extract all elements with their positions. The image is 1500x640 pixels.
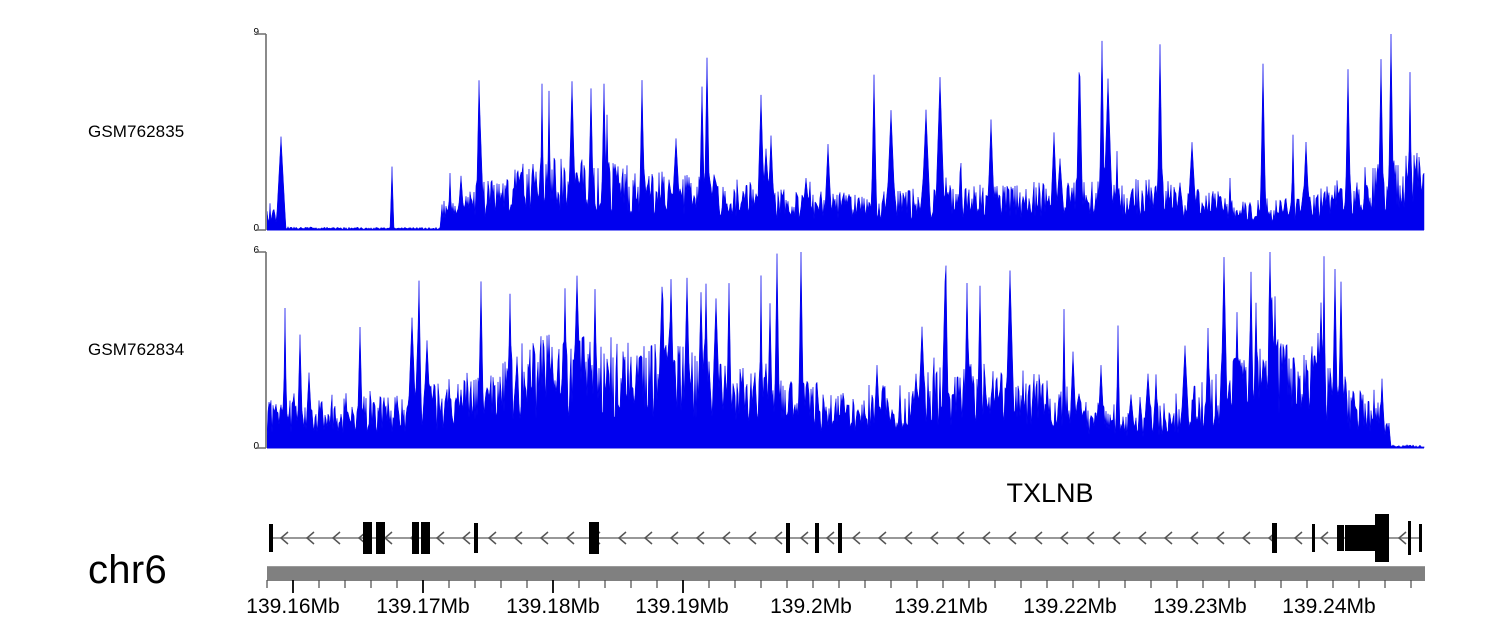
track-axis-min-gsm762835: 0 [253, 223, 259, 234]
track-label-gsm762835: GSM762835 [88, 122, 185, 141]
coordinate-tick-label: 139.23Mb [1153, 595, 1247, 618]
coordinate-tick-label: 139.18Mb [506, 595, 600, 618]
coordinate-tick-label: 139.22Mb [1023, 595, 1117, 618]
track-axis-min-gsm762834: 0 [253, 441, 259, 452]
gene-label-txlnb[interactable]: TXLNB [1006, 478, 1094, 508]
signal-track-gsm762835[interactable] [267, 34, 1427, 231]
track-axis-max-gsm762834: 6 [253, 245, 259, 256]
coordinate-tick-label: 139.19Mb [635, 595, 729, 618]
coordinate-ruler [266, 580, 1412, 593]
chromosome-label: chr6 [88, 548, 168, 592]
signal-track-gsm762834[interactable] [267, 252, 1427, 449]
track-label-gsm762834: GSM762834 [88, 340, 185, 359]
track-axis-max-gsm762835: 9 [253, 27, 259, 38]
chromosome-ideogram-bar[interactable] [267, 566, 1425, 581]
coordinate-tick-label: 139.16Mb [246, 595, 340, 618]
gene-model-txlnb[interactable] [0, 508, 1500, 570]
coordinate-tick-label: 139.21Mb [894, 595, 988, 618]
coordinate-tick-label: 139.24Mb [1282, 595, 1376, 618]
coordinate-tick-label: 139.17Mb [376, 595, 470, 618]
coordinate-tick-label: 139.2Mb [770, 595, 852, 618]
track-axis-gsm762834 [256, 251, 267, 449]
track-axis-gsm762835 [256, 33, 267, 231]
